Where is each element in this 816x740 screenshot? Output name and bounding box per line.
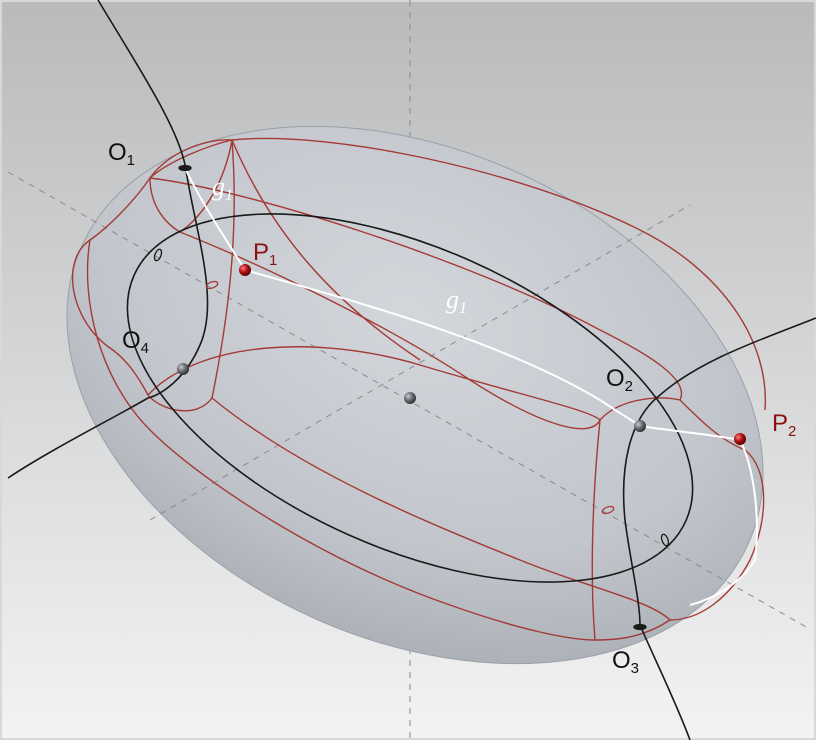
label-o2: O2 xyxy=(606,365,633,395)
label-g1-middle: g1 xyxy=(446,285,467,317)
point-p1 xyxy=(239,264,251,276)
label-p2: P2 xyxy=(772,410,796,440)
point-o2 xyxy=(634,420,646,432)
curvature-lines xyxy=(71,137,766,641)
label-o4: O4 xyxy=(122,327,149,357)
point-o4 xyxy=(177,363,189,375)
label-o1: O1 xyxy=(108,139,135,169)
label-o3: O3 xyxy=(612,647,639,677)
curve-o2-o3 xyxy=(622,317,816,740)
label-p1: P1 xyxy=(253,239,277,269)
curve-o1-o4 xyxy=(7,0,209,479)
equatorial-ellipse xyxy=(126,213,694,583)
marker-rings xyxy=(153,164,670,631)
short-axis xyxy=(149,204,691,521)
red-marker-rings xyxy=(205,280,615,515)
geodesic xyxy=(184,167,758,606)
point-center xyxy=(404,392,416,404)
umbilic-curves xyxy=(7,0,816,740)
point-p2 xyxy=(734,433,746,445)
label-g1-upper: g1 xyxy=(212,172,233,204)
